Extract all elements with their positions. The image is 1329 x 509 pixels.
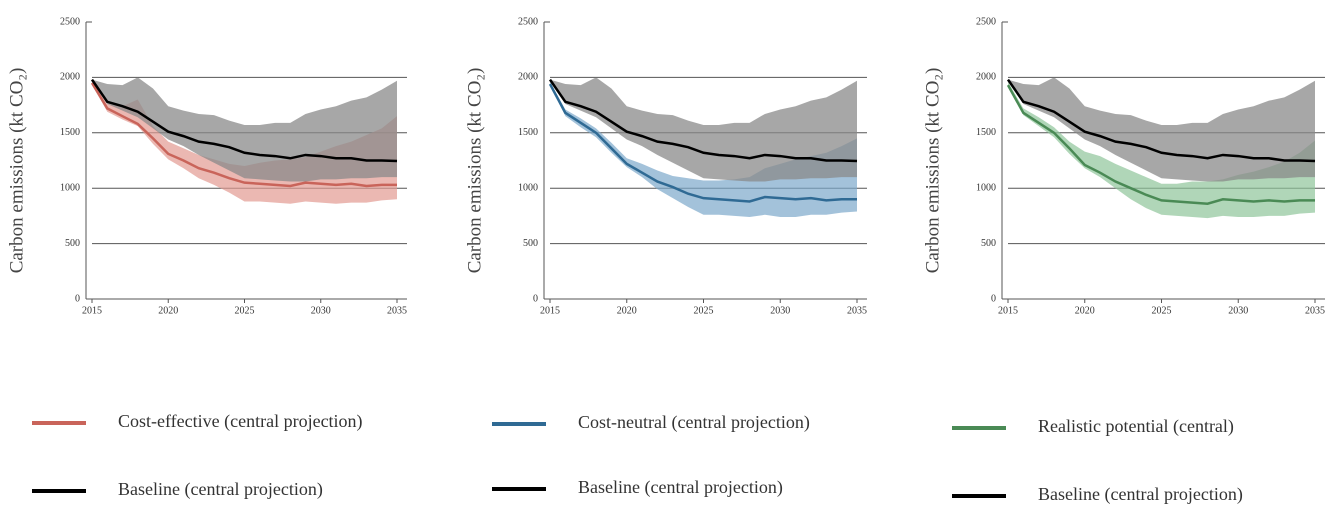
y-tick-label: 2000 <box>976 72 996 83</box>
y-tick-label: 1000 <box>60 182 80 193</box>
uncertainty-band <box>550 81 857 218</box>
y-axis-label: Carbon emissions (kt CO₂) <box>922 68 943 274</box>
y-tick-label: 500 <box>981 238 996 249</box>
x-tick-label: 2020 <box>158 305 178 316</box>
y-tick-label: 1500 <box>976 127 996 138</box>
x-tick-label: 2025 <box>235 305 255 316</box>
y-tick-label: 500 <box>523 238 538 249</box>
x-tick-label: 2025 <box>1152 305 1172 316</box>
y-tick-label: 0 <box>75 293 80 304</box>
legend-label: Cost-neutral (central projection) <box>578 412 810 433</box>
x-tick-label: 2020 <box>617 305 637 316</box>
series-line <box>90 78 398 163</box>
y-tick-label: 1500 <box>518 127 538 138</box>
uncertainty-band <box>1008 81 1315 219</box>
x-tick-label: 2025 <box>694 305 714 316</box>
y-tick-label: 2000 <box>518 72 538 83</box>
x-tick-label: 2015 <box>82 305 102 316</box>
y-tick-label: 0 <box>533 293 538 304</box>
legend-label: Baseline (central projection) <box>118 479 323 500</box>
y-tick-label: 2500 <box>976 16 996 27</box>
y-axis-label: Carbon emissions (kt CO₂) <box>6 68 27 274</box>
y-tick-label: 1500 <box>60 127 80 138</box>
legend-label: Cost-effective (central projection) <box>118 411 363 432</box>
legend-label: Realistic potential (central) <box>1038 416 1234 437</box>
y-tick-label: 2500 <box>60 16 80 27</box>
x-tick-label: 2020 <box>1075 305 1095 316</box>
x-tick-label: 2035 <box>387 305 407 316</box>
legend-label: Baseline (central projection) <box>1038 484 1243 505</box>
y-tick-label: 2000 <box>60 72 80 83</box>
x-tick-label: 2030 <box>311 305 331 316</box>
y-tick-label: 1000 <box>518 182 538 193</box>
y-tick-label: 1000 <box>976 182 996 193</box>
legend-label: Baseline (central projection) <box>578 477 783 498</box>
x-tick-label: 2035 <box>1305 305 1325 316</box>
series-line <box>1006 84 1315 205</box>
y-tick-label: 2500 <box>518 16 538 27</box>
x-tick-label: 2030 <box>770 305 790 316</box>
series-line <box>548 83 857 203</box>
x-tick-label: 2030 <box>1228 305 1248 316</box>
x-tick-label: 2015 <box>540 305 560 316</box>
x-tick-label: 2015 <box>998 305 1018 316</box>
y-axis-label: Carbon emissions (kt CO₂) <box>464 68 485 274</box>
series-line <box>1006 78 1316 163</box>
series-line <box>90 82 397 188</box>
uncertainty-band <box>92 77 397 182</box>
series-line <box>548 78 858 163</box>
x-tick-label: 2035 <box>847 305 867 316</box>
y-tick-label: 0 <box>991 293 996 304</box>
y-tick-label: 500 <box>65 238 80 249</box>
